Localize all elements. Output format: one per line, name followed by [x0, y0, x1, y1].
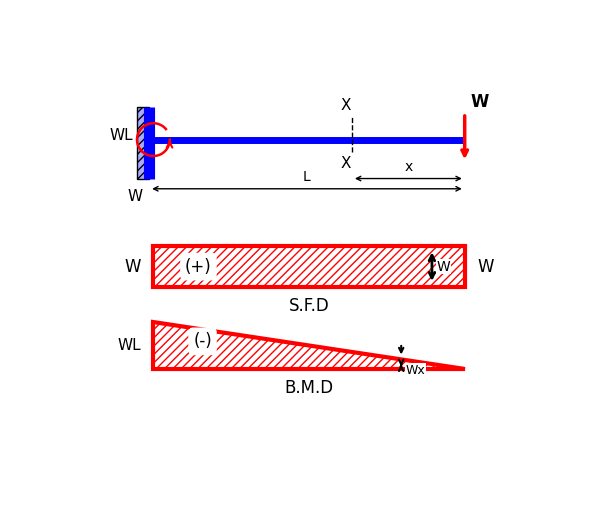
Bar [137, 107, 149, 179]
Text: W: W [124, 257, 141, 276]
Bar [154, 246, 465, 287]
Text: (+): (+) [185, 257, 212, 276]
Text: X: X [341, 156, 351, 171]
Text: B.M.D: B.M.D [285, 379, 334, 397]
Text: W: W [471, 93, 489, 111]
Text: S.F.D: S.F.D [289, 297, 330, 315]
Text: W: W [127, 189, 143, 204]
Text: W: W [437, 260, 450, 273]
Text: WL: WL [109, 128, 133, 143]
Text: x: x [404, 160, 413, 173]
Text: W: W [477, 257, 493, 276]
Text: Wx: Wx [405, 363, 425, 377]
Text: L: L [303, 170, 311, 184]
Bar [154, 246, 465, 287]
Text: WL: WL [118, 338, 141, 353]
Text: X: X [341, 98, 351, 113]
Text: (-): (-) [193, 332, 212, 351]
Polygon shape [154, 322, 465, 369]
